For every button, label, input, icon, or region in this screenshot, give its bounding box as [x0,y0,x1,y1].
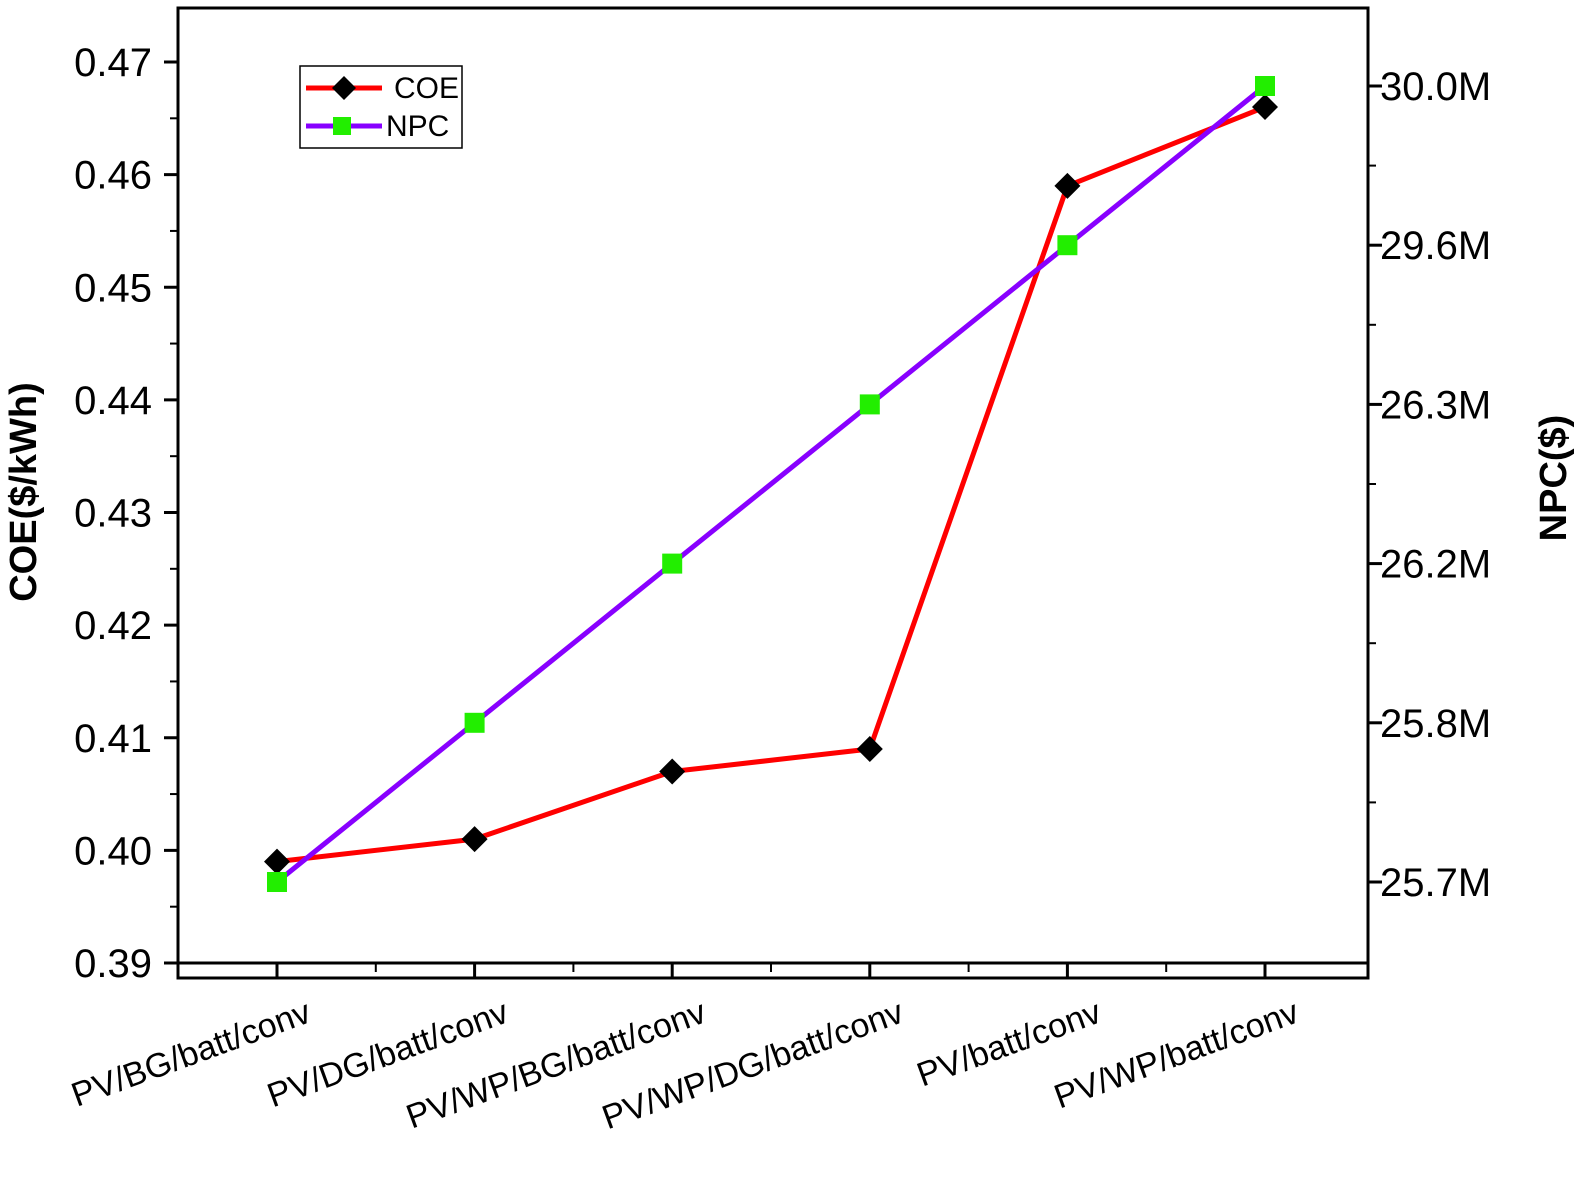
npc-data-point [662,553,683,574]
right-axis-title: NPC($) [1533,415,1575,542]
coe-data-point [461,826,488,853]
series-markers [264,76,1278,892]
left-axis-ticks: 0.39 0.40 0.41 0.42 0.43 0.44 0.45 0.46 0.47 [74,41,178,986]
right-tick-label: 26.2M [1380,543,1491,587]
right-axis-ticks: 25.7M 25.8M 26.2M 26.3M 29.6M 30.0M [1368,65,1491,905]
right-tick-label: 25.7M [1380,861,1491,905]
coe-data-point [1054,172,1081,199]
coe-data-point [856,736,883,763]
left-tick-label: 0.45 [74,266,152,310]
right-tick-label: 26.3M [1380,383,1491,427]
right-tick-label: 29.6M [1380,224,1491,268]
series-lines [275,84,1267,884]
legend-coe-marker [332,76,356,100]
coe-data-point [659,758,686,785]
right-tick-label: 25.8M [1380,702,1491,746]
left-tick-label: 0.41 [74,717,152,761]
left-tick-label: 0.42 [74,604,152,648]
left-axis-title: COE($/kWh) [3,382,45,602]
bottom-axis-ticks: PV/BG/batt/convPV/DG/batt/convPV/WP/BG/b… [67,961,1368,1137]
npc-data-point [464,712,485,733]
left-tick-label: 0.46 [74,154,152,198]
left-tick-label: 0.44 [74,379,152,423]
npc-series-line [275,84,1267,884]
left-tick-label: 0.47 [74,41,152,85]
legend-npc-marker [333,117,351,135]
plot-area-frame [176,6,1370,980]
left-tick-label: 0.43 [74,492,152,536]
legend-coe-label: COE [394,72,459,105]
npc-data-point [1057,235,1078,256]
left-tick-label: 0.39 [74,942,152,986]
coe-data-point [264,848,290,875]
legend: COE NPC [299,65,463,149]
npc-data-point [1255,76,1275,96]
right-tick-label: 30.0M [1380,65,1491,109]
coe-series-line [276,104,1266,865]
npc-data-point [859,394,880,415]
legend-npc-label: NPC [386,110,449,143]
npc-data-point [267,872,287,892]
legend-box [299,65,463,149]
left-tick-label: 0.40 [74,829,152,873]
coe-data-point [1252,94,1278,121]
